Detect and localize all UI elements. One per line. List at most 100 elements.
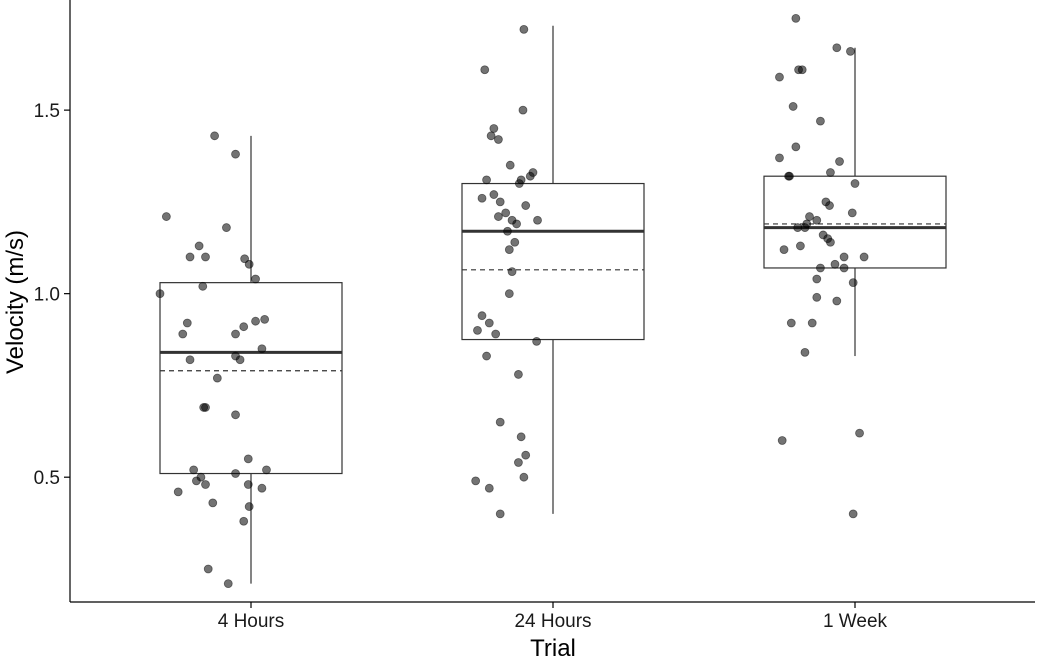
data-point <box>244 259 254 269</box>
data-point <box>510 237 520 247</box>
x-ticks: 4 Hours 24 Hours 1 Week <box>218 602 888 632</box>
data-point <box>812 292 822 302</box>
data-point <box>816 116 825 126</box>
data-point <box>512 219 521 229</box>
data-point <box>504 289 514 299</box>
box-iqr <box>461 182 645 341</box>
data-point <box>848 509 858 519</box>
data-point <box>832 43 842 53</box>
data-point <box>199 403 209 412</box>
data-point <box>793 223 803 232</box>
data-point <box>223 579 233 589</box>
data-point <box>212 373 222 383</box>
x-tick-label: 24 Hours <box>514 611 591 632</box>
data-point <box>521 450 531 460</box>
data-point <box>514 370 523 379</box>
data-point <box>484 318 494 328</box>
data-point <box>251 316 260 326</box>
box-group <box>763 47 947 357</box>
data-point <box>231 469 240 478</box>
data-point <box>191 476 201 486</box>
data-point <box>525 171 535 181</box>
data-point <box>493 135 503 144</box>
data-point <box>231 329 240 339</box>
data-point <box>231 149 240 159</box>
data-point <box>484 483 494 493</box>
data-point <box>482 351 491 361</box>
data-point <box>514 458 523 467</box>
y-tick-label: 1.0 <box>34 285 60 306</box>
data-point <box>486 131 496 141</box>
data-point <box>203 564 213 574</box>
data-point <box>516 432 526 442</box>
data-point <box>791 142 801 152</box>
data-point <box>533 215 542 225</box>
data-point <box>826 237 835 247</box>
data-point <box>251 274 260 284</box>
x-tick-label: 4 Hours <box>218 611 285 632</box>
data-point <box>785 171 794 181</box>
data-point <box>201 252 210 262</box>
data-point <box>791 13 801 23</box>
data-point <box>198 281 208 291</box>
data-point <box>779 245 789 255</box>
data-point <box>495 417 505 427</box>
data-point <box>518 105 528 115</box>
data-point <box>835 157 844 166</box>
data-point <box>260 314 270 324</box>
data-point <box>846 46 855 56</box>
data-point <box>807 318 817 328</box>
data-point <box>231 410 240 420</box>
data-point <box>473 325 482 335</box>
data-point <box>208 498 218 508</box>
data-point <box>796 241 805 251</box>
data-point <box>201 480 210 489</box>
data-point <box>505 160 515 170</box>
data-point <box>794 65 803 75</box>
data-point <box>185 355 195 365</box>
data-point <box>482 175 491 185</box>
data-point <box>222 223 231 232</box>
data-point <box>825 201 834 210</box>
data-point <box>243 480 253 489</box>
data-point <box>521 201 531 210</box>
data-point <box>839 263 849 273</box>
data-point <box>816 263 825 273</box>
x-axis-title: Trial <box>530 635 576 660</box>
data-point <box>777 436 787 445</box>
data-point <box>495 197 505 207</box>
data-point <box>239 516 249 526</box>
data-point <box>519 472 529 482</box>
x-tick-label: 1 Week <box>823 611 888 632</box>
data-point <box>532 336 542 346</box>
data-point <box>243 454 253 464</box>
y-ticks: 0.5 1.0 1.5 <box>34 101 70 489</box>
data-point <box>855 428 864 438</box>
box-group <box>461 25 645 514</box>
data-point <box>182 318 192 328</box>
data-point <box>786 318 796 328</box>
data-point <box>257 483 267 493</box>
data-point <box>800 347 810 357</box>
y-axis-title: Velocity (m/s) <box>2 230 29 374</box>
data-point <box>839 252 849 262</box>
data-point <box>800 223 810 232</box>
data-point <box>507 267 517 277</box>
data-point <box>210 131 220 141</box>
boxes <box>159 25 947 584</box>
data-point <box>155 289 165 299</box>
data-point <box>161 212 171 221</box>
data-point <box>788 102 798 111</box>
y-tick-label: 0.5 <box>34 468 60 489</box>
data-point <box>173 487 183 497</box>
data-point <box>471 476 481 486</box>
data-point <box>493 212 503 221</box>
data-point <box>189 465 199 475</box>
data-point <box>805 212 814 221</box>
data-point <box>194 241 204 251</box>
data-point <box>503 226 512 236</box>
data-point <box>832 296 842 306</box>
data-point <box>830 259 840 269</box>
